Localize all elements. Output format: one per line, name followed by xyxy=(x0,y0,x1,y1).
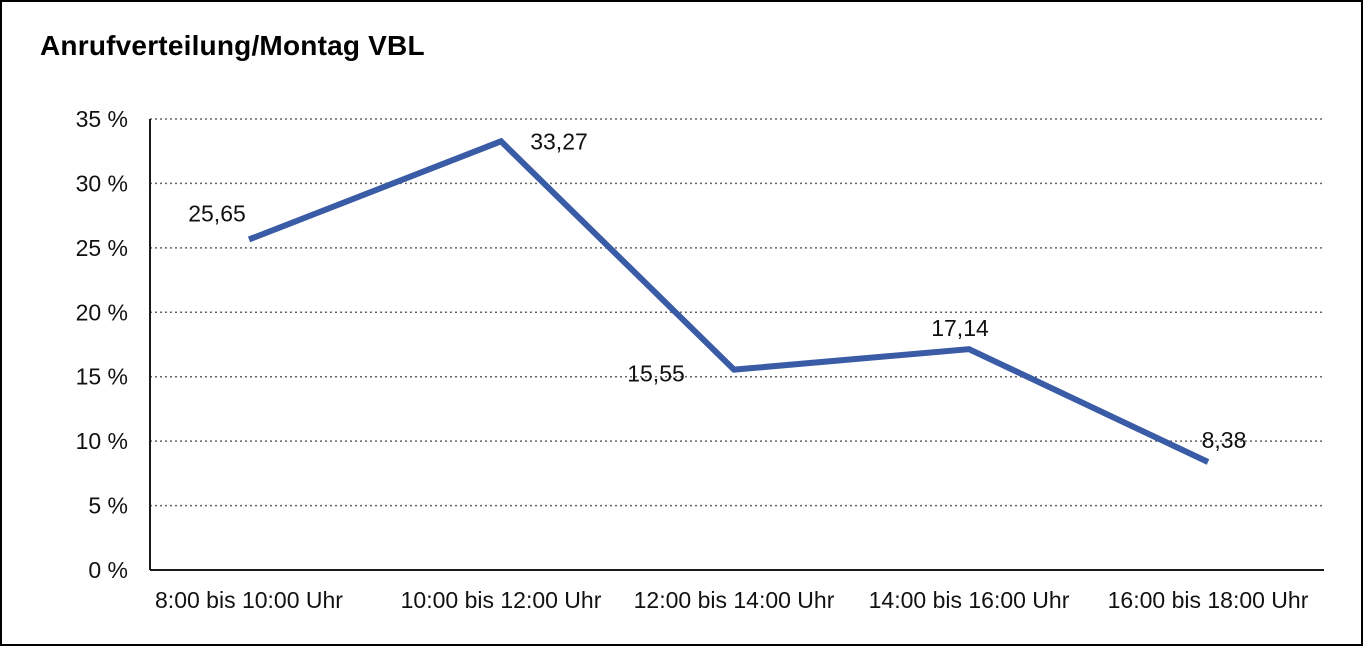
data-point-label: 17,14 xyxy=(931,315,989,341)
y-tick-label: 35 % xyxy=(76,106,128,132)
y-tick-label: 25 % xyxy=(76,235,128,261)
y-tick-label: 30 % xyxy=(76,170,128,196)
y-tick-label: 15 % xyxy=(76,364,128,390)
data-point-label: 8,38 xyxy=(1202,427,1247,453)
chart-title: Anrufverteilung/Montag VBL xyxy=(40,30,425,61)
y-tick-label: 10 % xyxy=(76,428,128,454)
y-tick-label: 20 % xyxy=(76,299,128,325)
x-tick-label: 12:00 bis 14:00 Uhr xyxy=(634,587,835,613)
x-tick-label: 10:00 bis 12:00 Uhr xyxy=(401,587,602,613)
data-point-label: 33,27 xyxy=(530,128,588,154)
data-series-line xyxy=(247,137,1210,465)
x-tick-label: 8:00 bis 10:00 Uhr xyxy=(155,587,343,613)
x-tick-label: 16:00 bis 18:00 Uhr xyxy=(1108,587,1309,613)
data-point-label: 25,65 xyxy=(188,200,246,226)
data-point-label: 15,55 xyxy=(627,361,685,387)
y-tick-label: 5 % xyxy=(88,493,128,519)
y-tick-label: 0 % xyxy=(88,557,128,583)
x-tick-label: 14:00 bis 16:00 Uhr xyxy=(869,587,1070,613)
